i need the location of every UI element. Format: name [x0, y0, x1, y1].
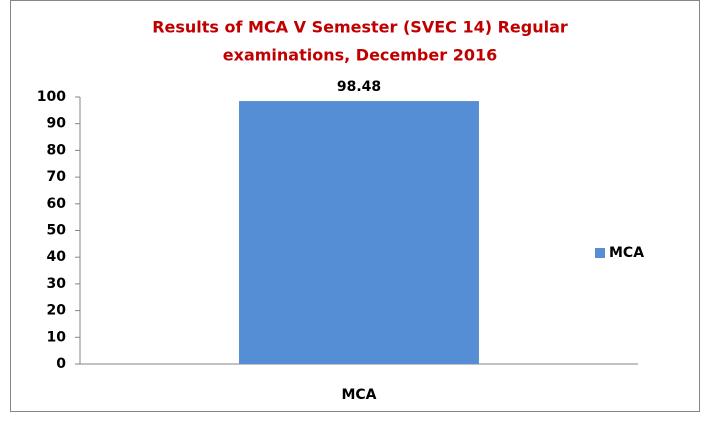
chart-title: Results of MCA V Semester (SVEC 14) Regu…: [152, 18, 568, 37]
y-tick-label: 30: [47, 276, 67, 292]
y-tick-label: 10: [47, 329, 67, 345]
x-tick-label: MCA: [341, 387, 376, 403]
y-tick-label: 50: [47, 223, 67, 239]
legend-swatch: [595, 248, 605, 258]
data-label: 98.48: [337, 79, 381, 95]
y-tick-label: 80: [47, 142, 67, 158]
y-tick-label: 60: [47, 196, 67, 212]
y-tick-label: 100: [37, 89, 66, 105]
y-tick-label: 40: [47, 249, 67, 265]
y-tick-label: 90: [47, 116, 67, 132]
legend-label: MCA: [609, 245, 644, 261]
y-tick-label: 0: [56, 356, 66, 372]
bar: [239, 101, 479, 364]
y-tick-label: 20: [47, 303, 67, 319]
chart-title: examinations, December 2016: [223, 46, 497, 65]
y-tick-label: 70: [47, 169, 67, 185]
